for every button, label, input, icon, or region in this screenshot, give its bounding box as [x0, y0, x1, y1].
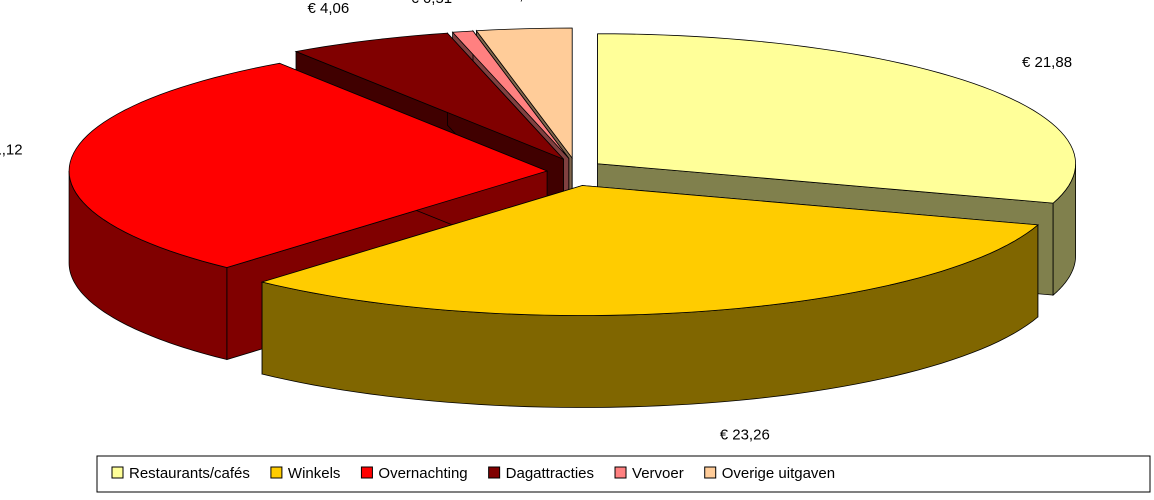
slice — [68, 62, 549, 268]
data-label: € 23,26 — [720, 427, 770, 444]
legend-swatch — [360, 466, 373, 479]
slice — [260, 185, 1039, 316]
data-label: € 21,12 — [0, 141, 23, 158]
legend-label: Vervoer — [632, 465, 684, 482]
legend-swatch — [488, 466, 501, 479]
legend-label: Restaurants/cafés — [129, 465, 250, 482]
slice — [294, 32, 564, 160]
legend-label: Winkels — [288, 465, 341, 482]
legend-swatch — [270, 466, 283, 479]
legend-swatch — [704, 466, 717, 479]
legend-label: Overige uitgaven — [722, 465, 835, 482]
legend-swatch — [111, 466, 124, 479]
slice — [451, 30, 570, 159]
slice — [597, 33, 1076, 204]
data-label: € 4,06 — [308, 0, 350, 17]
data-label: € 2,35 — [498, 0, 540, 3]
legend-label: Overnachting — [378, 465, 467, 482]
data-label: € 0,51 — [410, 0, 452, 7]
data-label: € 21,88 — [1022, 54, 1072, 71]
slice — [475, 27, 573, 160]
legend-label: Dagattracties — [506, 465, 594, 482]
legend-swatch — [614, 466, 627, 479]
